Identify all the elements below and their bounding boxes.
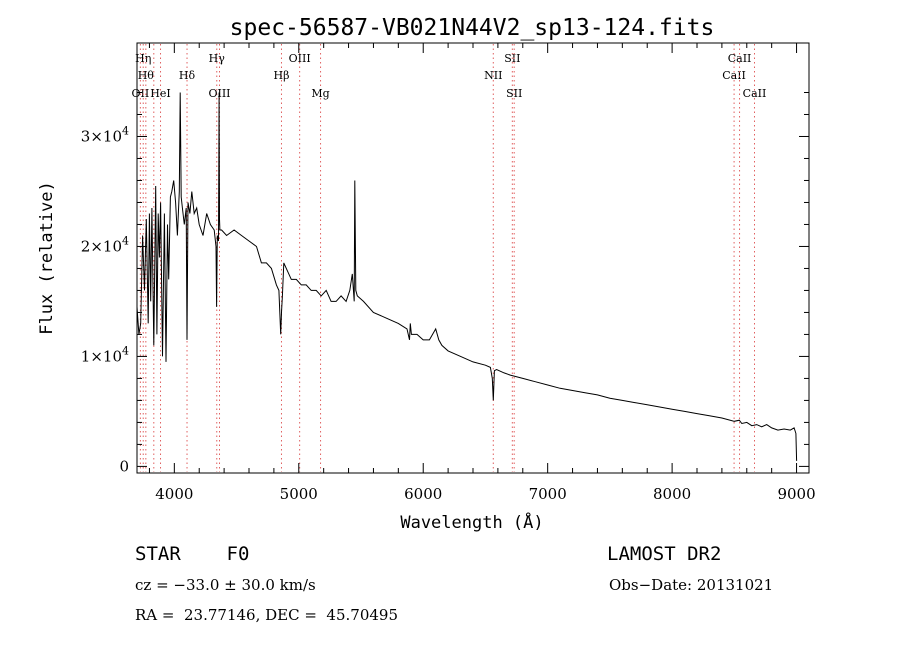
line-marker-label: Hη: [135, 52, 151, 65]
line-marker-label: HeI: [150, 87, 170, 100]
y-tick-label: 0: [119, 457, 129, 475]
line-marker-label: CaII: [722, 69, 746, 82]
survey-name: LAMOST DR2: [607, 543, 721, 565]
chart-title: spec-56587-VB021N44V2_sp13-124.fits: [230, 15, 715, 41]
line-marker-label: Hβ: [274, 69, 290, 82]
x-tick-label: 5000: [280, 485, 318, 503]
line-marker-label: CaII: [743, 87, 767, 100]
line-marker-label: Mg: [311, 87, 329, 100]
plot-frame: [136, 42, 810, 474]
x-tick-label: 8000: [653, 485, 691, 503]
line-marker-label: SII: [504, 52, 520, 65]
redshift-cz: cz = −33.0 ± 30.0 km/s: [135, 576, 316, 594]
spectrum-line: [136, 92, 798, 461]
y-tick-label: 3×104: [81, 124, 129, 145]
line-markers: OIIHηHθHeIHδHγOIIIHβOIIIMgNIISIISIICaIIC…: [132, 44, 767, 472]
line-marker-label: OII: [132, 87, 150, 100]
x-tick-label: 6000: [404, 485, 442, 503]
x-tick-label: 7000: [529, 485, 567, 503]
line-marker-label: Hγ: [209, 52, 226, 65]
y-axis-label: Flux (relative): [37, 181, 57, 335]
y-tick-label: 1×104: [81, 344, 129, 365]
line-marker-label: Hθ: [138, 69, 155, 82]
x-tick-label: 9000: [777, 485, 815, 503]
axis-ticks: 4000 5000 6000 7000 8000 9000 0 1×104 2×104 3×104: [81, 43, 816, 503]
x-tick-label: 4000: [155, 485, 193, 503]
coordinates: RA = 23.77146, DEC = 45.70495: [135, 606, 398, 624]
line-marker-label: Hδ: [179, 69, 196, 82]
line-marker-label: SII: [506, 87, 522, 100]
obs-date: Obs−Date: 20131021: [609, 576, 773, 594]
line-marker-label: NII: [484, 69, 502, 82]
object-class: STAR F0: [135, 543, 249, 565]
y-tick-label: 2×104: [81, 234, 129, 255]
line-marker-label: CaII: [728, 52, 752, 65]
line-marker-label: OIII: [289, 52, 311, 65]
x-axis-label: Wavelength (Å): [400, 511, 543, 533]
